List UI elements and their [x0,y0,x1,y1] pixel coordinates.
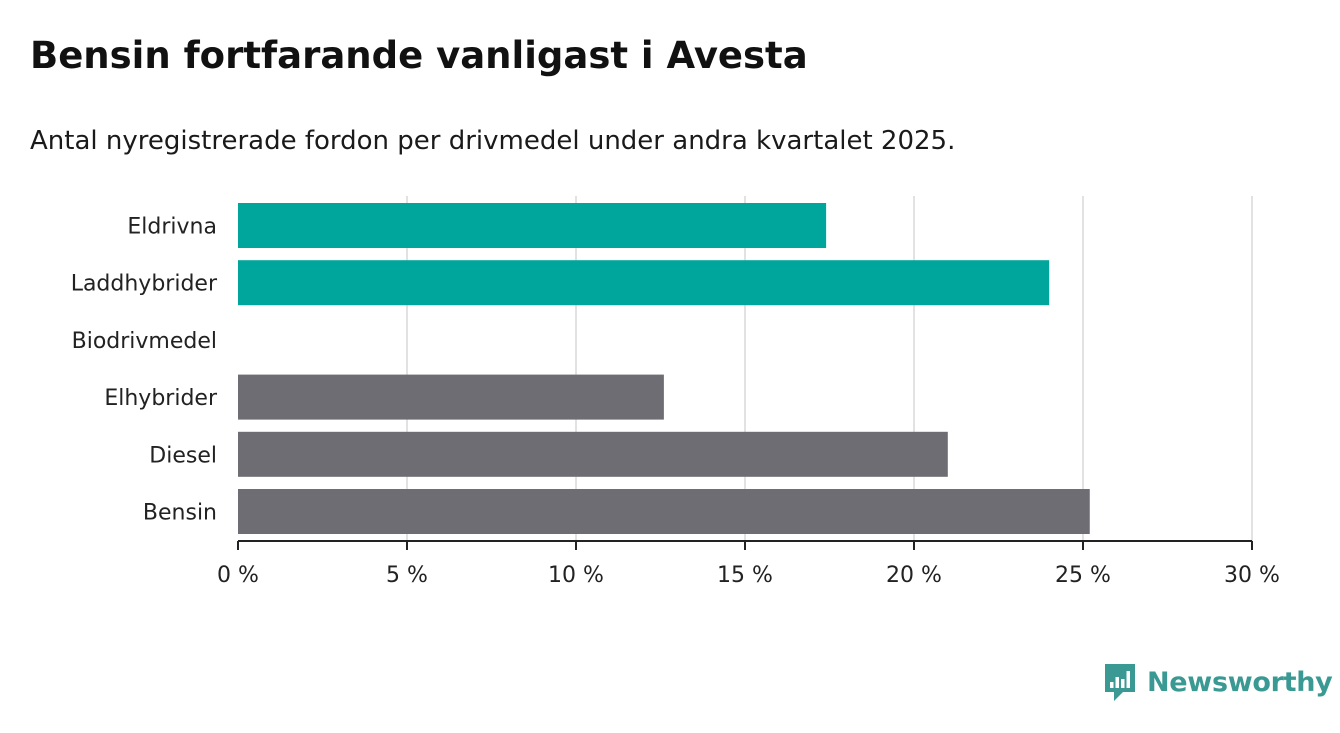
x-tick-label-20: 20 % [886,563,942,588]
category-labels: Eldrivna Laddhybrider Biodrivmedel Elhybrid… [71,215,218,526]
x-tick-label-0: 0 % [217,563,259,588]
bar-elhybrider [238,374,664,420]
category-label-elhybrider: Elhybrider [104,386,218,411]
x-tick-label-5: 5 % [386,563,428,588]
bar-laddhybrider [238,260,1050,306]
chart-title: Bensin fortfarande vanligast i Avesta [30,34,808,77]
gridlines [406,196,1253,541]
bar-eldrivna [238,203,827,248]
category-label-laddhybrider: Laddhybrider [71,272,218,297]
category-label-bensin: Bensin [143,501,217,526]
bar-diesel [238,431,948,477]
x-tick-label-15: 15 % [717,563,773,588]
bar-chart-logo-icon [1105,664,1135,701]
chart-subtitle: Antal nyregistrerade fordon per drivmede… [30,126,956,156]
x-tick-label-10: 10 % [548,563,604,588]
bars [238,203,1090,534]
x-tick-label-25: 25 % [1055,563,1111,588]
x-axis: 0 % 5 % 10 % 15 % 20 % 25 % 30 % [217,540,1280,588]
x-tick-label-30: 30 % [1224,563,1280,588]
brand-name: Newsworthy [1147,666,1333,698]
category-label-biodrivmedel: Biodrivmedel [72,329,217,354]
category-label-diesel: Diesel [149,443,217,468]
bar-bensin [238,489,1090,534]
category-label-eldrivna: Eldrivna [127,215,217,240]
newsworthy-logo: Newsworthy [1103,662,1333,702]
